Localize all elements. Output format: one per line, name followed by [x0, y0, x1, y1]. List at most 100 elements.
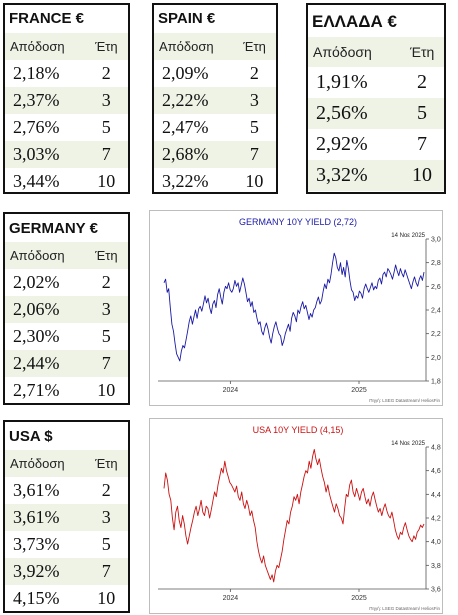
table-row: 2,44% 7 [5, 350, 128, 377]
years-value: 5 [249, 117, 259, 137]
table-row: 2,92% 7 [308, 129, 444, 160]
yield-value: 3,61% [13, 507, 60, 527]
years-value: 3 [101, 507, 111, 527]
yield-table-france: FRANCE € Απόδοση Έτη 2,18% 2 2,37% 3 2,7… [3, 3, 130, 194]
table-title: FRANCE € [9, 10, 85, 27]
table-row: 2,37% 3 [5, 87, 128, 114]
y-tick-label: 2,4 [431, 308, 441, 315]
table-row: 3,44% 10 [5, 168, 128, 195]
header-yield: Απόδοση [313, 44, 372, 60]
header-yield: Απόδοση [10, 456, 65, 471]
yield-value: 2,68% [162, 144, 209, 164]
y-tick-label: 2,0 [431, 355, 441, 362]
yield-value: 3,73% [13, 534, 60, 554]
years-value: 7 [101, 353, 111, 373]
yield-value: 2,30% [13, 326, 60, 346]
yield-value: 2,44% [13, 353, 60, 373]
table-row: 3,92% 7 [5, 558, 128, 585]
years-value: 2 [101, 480, 111, 500]
table-row: 2,18% 2 [5, 60, 128, 87]
yield-value: 2,22% [162, 90, 209, 110]
table-row: 3,22% 10 [154, 168, 276, 195]
header-yield: Απόδοση [10, 39, 65, 54]
header-yield: Απόδοση [10, 248, 65, 263]
table-row: 2,47% 5 [154, 114, 276, 141]
header-years: Έτη [410, 44, 435, 60]
yield-table-greece: ΕΛΛΑΔΑ € Απόδοση Έτη 1,91% 2 2,56% 5 2,9… [306, 3, 446, 194]
table-row: 2,56% 5 [308, 98, 444, 129]
years-value: 5 [101, 117, 111, 137]
chart-source: Πηγή: LSEG Datastream/ HeliosFin [369, 397, 440, 403]
years-value: 5 [417, 102, 427, 124]
table-row: 3,32% 10 [308, 160, 444, 191]
yield-value: 3,44% [13, 171, 60, 191]
years-value: 10 [412, 164, 432, 186]
yield-value: 2,37% [13, 90, 60, 110]
series-line [163, 252, 425, 362]
table-row: 3,61% 3 [5, 504, 128, 531]
yield-value: 1,91% [316, 71, 368, 93]
years-value: 5 [101, 534, 111, 554]
years-value: 10 [97, 588, 116, 608]
yield-value: 3,32% [316, 164, 368, 186]
table-title: USA $ [9, 428, 53, 445]
germany-chart-svg: GERMANY 10Y YIELD (2,72) 14 Νοε 2025 1,8 2,… [158, 217, 441, 403]
yield-value: 2,06% [13, 299, 60, 319]
years-value: 2 [249, 63, 259, 83]
yield-value: 3,03% [13, 144, 60, 164]
years-value: 3 [101, 299, 111, 319]
header-years: Έτη [95, 456, 118, 471]
x-tick-label: 2024 [223, 387, 239, 394]
x-tick-label: 2025 [351, 595, 367, 602]
table-header: Απόδοση Έτη [5, 450, 128, 477]
yield-value: 2,02% [13, 272, 60, 292]
years-value: 7 [249, 144, 259, 164]
y-tick-label: 2,8 [431, 260, 441, 267]
chart-source: Πηγή: LSEG Datastream/ HeliosFin [369, 605, 440, 611]
table-header: Απόδοση Έτη [308, 37, 444, 67]
table-title: GERMANY € [9, 220, 98, 237]
y-tick-label: 4,8 [431, 445, 441, 452]
header-years: Έτη [243, 39, 266, 54]
chart-title: USA 10Y YIELD (4,15) [253, 425, 344, 435]
header-years: Έτη [95, 248, 118, 263]
table-title: ΕΛΛΑΔΑ € [312, 12, 397, 31]
usa-chart-svg: USA 10Y YIELD (4,15) 14 Νοε 2025 3,6 3,8 4,0… [158, 425, 441, 611]
table-header: Απόδοση Έτη [5, 33, 128, 60]
table-row: 2,30% 5 [5, 323, 128, 350]
y-tick-label: 3,6 [431, 587, 441, 594]
header-years: Έτη [95, 39, 118, 54]
yield-value: 2,18% [13, 63, 60, 83]
years-value: 2 [101, 63, 111, 83]
table-title: SPAIN € [158, 10, 216, 27]
x-tick-label: 2024 [223, 595, 239, 602]
y-tick-label: 2,2 [431, 331, 441, 338]
y-tick-label: 4,2 [431, 516, 441, 523]
yield-value: 3,61% [13, 480, 60, 500]
yield-value: 2,09% [162, 63, 209, 83]
table-header: Απόδοση Έτη [154, 33, 276, 60]
y-tick-label: 3,8 [431, 563, 441, 570]
table-row: 4,15% 10 [5, 585, 128, 612]
table-row: 2,06% 3 [5, 296, 128, 323]
years-value: 2 [417, 71, 427, 93]
y-tick-label: 3,0 [431, 237, 441, 244]
years-value: 7 [101, 561, 111, 581]
y-tick-label: 4,4 [431, 492, 441, 499]
table-header: Απόδοση Έτη [5, 242, 128, 269]
table-row: 3,03% 7 [5, 141, 128, 168]
yield-table-usa: USA $ Απόδοση Έτη 3,61% 2 3,61% 3 3,73% … [3, 420, 130, 613]
years-value: 10 [97, 171, 116, 191]
header-yield: Απόδοση [159, 39, 214, 54]
yield-value: 4,15% [13, 588, 60, 608]
table-row: 3,73% 5 [5, 531, 128, 558]
table-row: 2,22% 3 [154, 87, 276, 114]
table-row: 2,09% 2 [154, 60, 276, 87]
table-row: 2,76% 5 [5, 114, 128, 141]
years-value: 2 [101, 272, 111, 292]
yield-value: 2,92% [316, 133, 368, 155]
usa-yield-chart: USA 10Y YIELD (4,15) 14 Νοε 2025 3,6 3,8 4,0… [149, 418, 443, 614]
years-value: 10 [245, 171, 264, 191]
years-value: 5 [101, 326, 111, 346]
y-tick-label: 4,6 [431, 468, 441, 475]
